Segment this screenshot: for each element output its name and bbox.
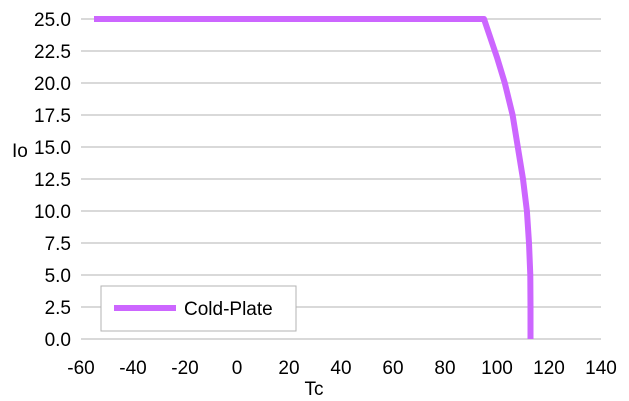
x-axis-tick-labels: -60 -40 -20 0 20 40 60 80 100 120 140 (67, 358, 617, 379)
series-layer (93, 16, 534, 340)
legend-label-cold-plate: Cold-Plate (184, 299, 273, 320)
x-tick-label: 140 (585, 358, 617, 379)
legend: Cold-Plate (100, 285, 297, 332)
y-axis-title: Io (12, 141, 28, 162)
y-axis-tick-labels: 0.0 2.5 5.0 7.5 10.0 12.5 15.0 17.5 20.0 22.5 25.0 (34, 10, 71, 351)
x-tick-label: -20 (171, 358, 198, 379)
x-tick-label: 40 (330, 358, 351, 379)
y-tick-label: 10.0 (34, 202, 71, 223)
x-tick-label: 100 (481, 358, 513, 379)
y-tick-label: 25.0 (34, 10, 71, 31)
x-tick-label: 80 (434, 358, 455, 379)
y-tick-label: 5.0 (45, 266, 71, 287)
x-axis-title: Tc (305, 379, 324, 400)
x-tick-label: -40 (119, 358, 146, 379)
y-tick-label: 12.5 (34, 170, 71, 191)
y-tick-label: 7.5 (45, 234, 71, 255)
x-tick-label: 20 (278, 358, 299, 379)
y-tick-label: 20.0 (34, 74, 71, 95)
y-tick-label: 17.5 (34, 106, 71, 127)
y-tick-label: 22.5 (34, 42, 71, 63)
x-tick-label: -60 (67, 358, 94, 379)
y-tick-label: 2.5 (45, 298, 71, 319)
y-tick-label: 0.0 (45, 330, 71, 351)
x-tick-label: 120 (533, 358, 565, 379)
y-tick-label: 15.0 (34, 138, 71, 159)
x-tick-label: 60 (382, 358, 403, 379)
x-tick-label: 0 (232, 358, 243, 379)
